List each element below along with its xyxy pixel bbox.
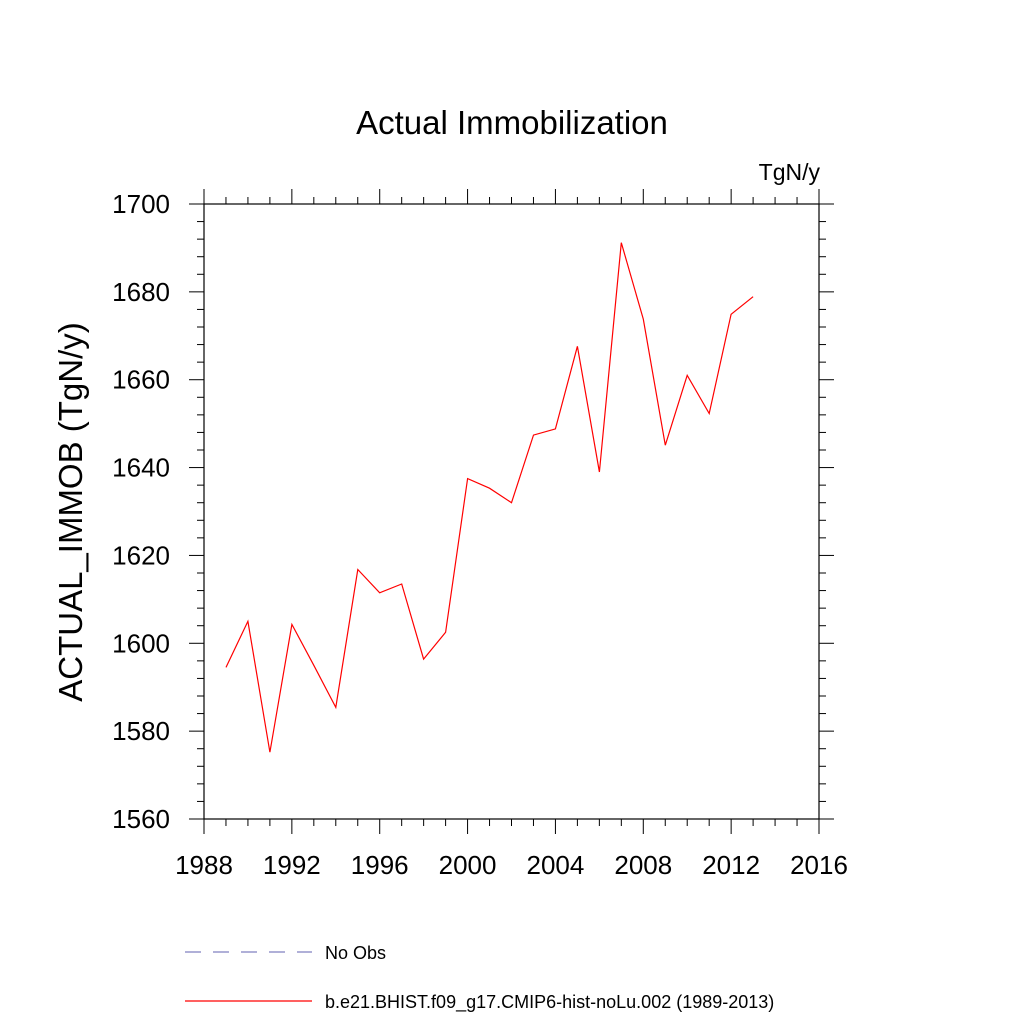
y-tick-label: 1600 bbox=[112, 628, 170, 658]
y-tick-label: 1660 bbox=[112, 365, 170, 395]
y-tick-label: 1580 bbox=[112, 716, 170, 746]
legend-entry-label: b.e21.BHIST.f09_g17.CMIP6-hist-noLu.002 … bbox=[325, 992, 774, 1013]
x-tick-label: 2004 bbox=[527, 850, 585, 880]
legend: No Obs b.e21.BHIST.f09_g17.CMIP6-hist-noL… bbox=[185, 943, 774, 1013]
x-tick-label: 2012 bbox=[702, 850, 760, 880]
legend-entry-label: No Obs bbox=[325, 943, 386, 963]
y-tick-label: 1640 bbox=[112, 453, 170, 483]
x-tick-label: 2008 bbox=[614, 850, 672, 880]
y-tick-label: 1560 bbox=[112, 804, 170, 834]
chart-title: Actual Immobilization bbox=[356, 104, 668, 141]
chart-units-label: TgN/y bbox=[759, 159, 821, 185]
y-axis-label: ACTUAL_IMMOB (TgN/y) bbox=[52, 322, 89, 702]
y-tick-label: 1680 bbox=[112, 277, 170, 307]
series-line bbox=[225, 242, 754, 753]
x-tick-label: 1992 bbox=[263, 850, 321, 880]
x-tick-label: 2000 bbox=[439, 850, 497, 880]
plot-frame bbox=[203, 203, 820, 820]
plot-area: 1988 1992 1996 2000 2004 2008 2012 2016 1560 1580… bbox=[112, 189, 848, 880]
y-tick-label: 1700 bbox=[112, 189, 170, 219]
x-tick-label: 1996 bbox=[351, 850, 409, 880]
x-tick-label: 2016 bbox=[790, 850, 848, 880]
y-tick-label: 1620 bbox=[112, 540, 170, 570]
x-tick-label: 1988 bbox=[175, 850, 233, 880]
